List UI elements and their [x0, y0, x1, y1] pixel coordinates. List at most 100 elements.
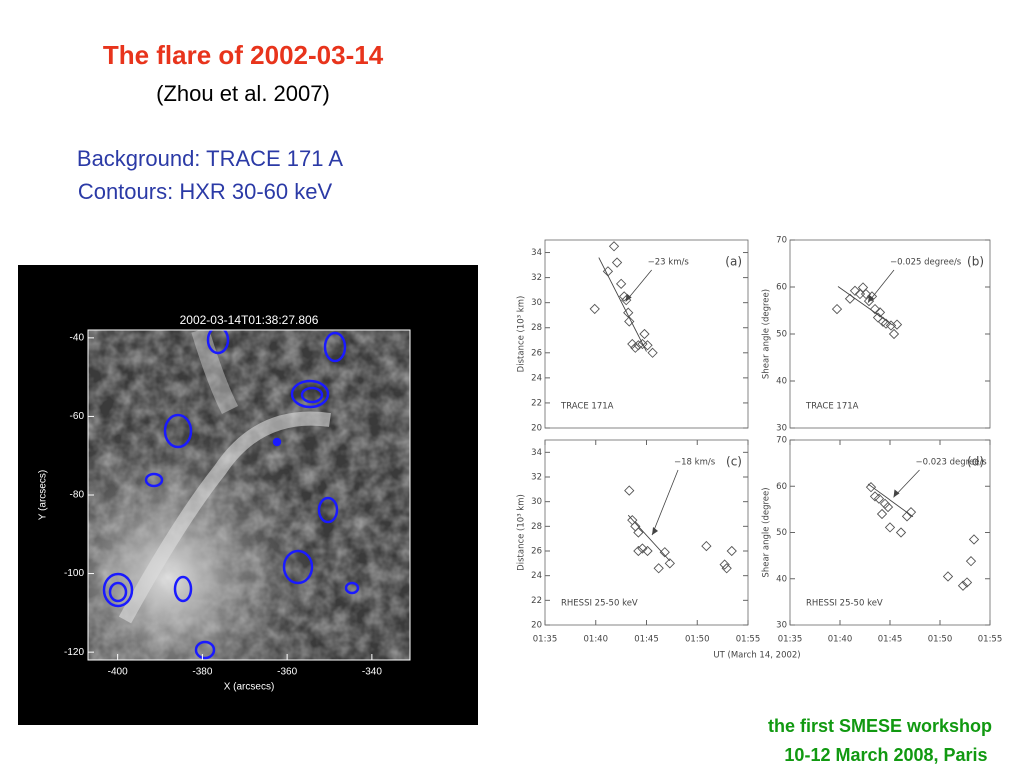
plot-frame — [544, 239, 749, 429]
bright-loop — [118, 411, 331, 624]
y-tick-label: 60 — [776, 283, 787, 293]
data-point — [719, 559, 730, 570]
panel-note: TRACE 171A — [805, 402, 859, 412]
y-tick-label: 50 — [776, 330, 787, 340]
x-tick-label: 01:55 — [736, 635, 761, 645]
x-tick-label: -380 — [192, 667, 212, 678]
rate-annotation: −18 km/s — [674, 458, 716, 468]
data-point — [874, 307, 886, 318]
x-tick-label: 01:50 — [928, 635, 953, 645]
data-point — [647, 347, 658, 358]
data-point — [637, 543, 648, 554]
data-point — [611, 257, 623, 268]
data-point — [849, 285, 861, 296]
y-tick-label: 32 — [531, 273, 542, 283]
x-tick-label: 01:35 — [533, 635, 558, 645]
data-point — [659, 547, 670, 558]
arrow-head — [625, 293, 632, 302]
y-tick-label: 70 — [776, 436, 787, 446]
data-point — [968, 534, 980, 545]
fit-line — [867, 483, 914, 518]
footer-line: 10-12 March 2008, Paris — [784, 745, 987, 765]
y-tick-label: 26 — [531, 547, 542, 557]
arrow-head — [893, 489, 900, 498]
data-point — [664, 558, 675, 569]
fit-line — [598, 257, 647, 352]
y-tick-label: 26 — [531, 348, 542, 358]
y-tick-label: 34 — [531, 248, 542, 258]
fit-line — [627, 514, 671, 562]
x-tick-label: 01:40 — [828, 635, 853, 645]
data-point — [633, 527, 644, 538]
panel-note: TRACE 171A — [560, 402, 614, 412]
data-point — [885, 320, 897, 331]
y-tick-label: 70 — [776, 236, 787, 246]
solar-image — [88, 330, 410, 660]
footer-line: the first SMESE workshop — [768, 716, 992, 736]
fit-line — [837, 286, 893, 325]
data-point — [888, 328, 900, 340]
y-axis-label: Distance (10³ km) — [517, 296, 527, 373]
y-tick-label: 32 — [531, 473, 542, 483]
contour — [344, 581, 360, 595]
image-texture — [88, 330, 410, 660]
contour — [206, 330, 230, 355]
annotation-arrow — [867, 269, 895, 303]
contour — [102, 572, 134, 608]
rate-annotation: −0.023 degree/s — [916, 458, 988, 468]
y-tick-label: -40 — [70, 332, 85, 343]
arrow-head — [868, 294, 874, 303]
y-tick-label: 50 — [776, 528, 787, 538]
contour — [173, 575, 193, 603]
data-point — [942, 571, 954, 582]
y-tick-label: 34 — [531, 448, 542, 458]
x-tick-label: 01:45 — [634, 635, 659, 645]
data-point — [895, 527, 907, 538]
data-point — [721, 563, 732, 574]
rate-annotation: −0.025 degree/s — [890, 258, 962, 268]
rate-annotation: −23 km/s — [648, 258, 690, 268]
contour — [290, 379, 330, 409]
contour — [194, 640, 216, 660]
x-axis-label: X (arcsecs) — [224, 682, 275, 693]
data-point — [608, 241, 620, 252]
x-tick-label: -400 — [108, 667, 128, 678]
y-tick-label: 22 — [531, 596, 542, 606]
data-point — [957, 580, 969, 591]
data-point — [639, 328, 650, 340]
data-point — [624, 316, 635, 327]
data-point — [884, 522, 896, 533]
data-point — [860, 288, 872, 300]
contours-note: Contours: HXR 30-60 keV — [78, 179, 333, 204]
slide-subtitle: (Zhou et al. 2007) — [156, 81, 330, 106]
data-point — [882, 501, 894, 513]
panel-note: RHESSI 25-50 keV — [806, 599, 883, 609]
data-point — [869, 303, 881, 315]
data-point — [726, 545, 737, 557]
shared-x-label: UT (March 14, 2002) — [713, 651, 800, 661]
x-tick-label: 01:35 — [778, 635, 803, 645]
y-tick-label: 22 — [531, 398, 542, 408]
data-point — [627, 338, 638, 350]
data-point — [633, 545, 644, 557]
data-point — [965, 556, 977, 567]
data-point — [653, 563, 664, 574]
y-tick-label: -120 — [64, 647, 84, 658]
panel-label: (c) — [726, 455, 742, 469]
y-tick-label: 20 — [531, 424, 542, 434]
y-axis-label: Distance (10³ km) — [517, 494, 527, 571]
background-note: Background: TRACE 171 A — [77, 146, 344, 171]
annotation-arrow — [651, 469, 679, 536]
y-tick-label: 40 — [776, 574, 787, 584]
y-tick-label: -100 — [64, 568, 84, 579]
x-tick-label: 01:55 — [978, 635, 1003, 645]
y-tick-label: 30 — [531, 497, 542, 507]
contour — [317, 496, 339, 524]
data-point — [905, 507, 917, 518]
contour — [108, 581, 128, 603]
hxr-contours — [102, 330, 360, 660]
data-point — [630, 342, 641, 353]
data-point — [615, 278, 627, 290]
